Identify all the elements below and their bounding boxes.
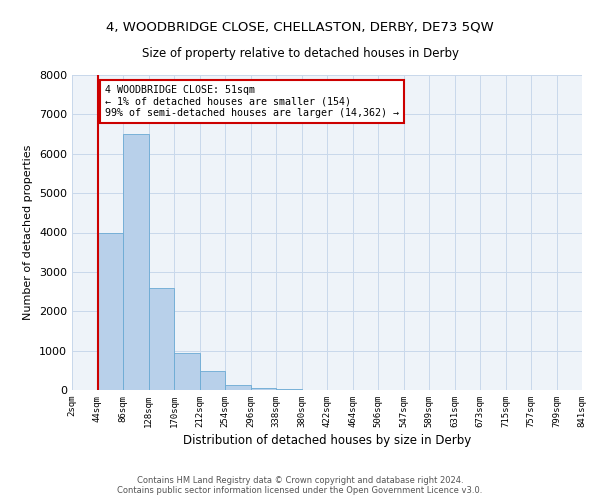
Text: 4, WOODBRIDGE CLOSE, CHELLASTON, DERBY, DE73 5QW: 4, WOODBRIDGE CLOSE, CHELLASTON, DERBY, … — [106, 20, 494, 33]
Bar — [174, 352, 199, 390]
X-axis label: Distribution of detached houses by size in Derby: Distribution of detached houses by size … — [183, 434, 471, 447]
Bar — [123, 134, 149, 390]
Bar — [149, 288, 174, 390]
Bar — [97, 232, 123, 390]
Text: 4 WOODBRIDGE CLOSE: 51sqm
← 1% of detached houses are smaller (154)
99% of semi-: 4 WOODBRIDGE CLOSE: 51sqm ← 1% of detach… — [105, 85, 399, 118]
Bar — [251, 388, 276, 390]
Y-axis label: Number of detached properties: Number of detached properties — [23, 145, 34, 320]
Text: Contains HM Land Registry data © Crown copyright and database right 2024.
Contai: Contains HM Land Registry data © Crown c… — [118, 476, 482, 495]
Bar — [199, 371, 225, 390]
Text: Size of property relative to detached houses in Derby: Size of property relative to detached ho… — [142, 48, 458, 60]
Bar — [276, 389, 302, 390]
Bar — [225, 385, 251, 390]
